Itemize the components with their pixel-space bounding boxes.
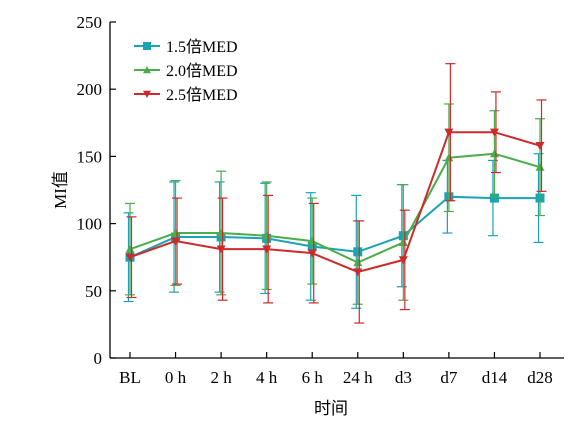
data-point bbox=[489, 128, 499, 137]
x-axis-title: 时间 bbox=[314, 399, 348, 418]
data-point bbox=[444, 153, 454, 162]
x-axis-ticks: BL 0 h 2 h 4 h 6 h 24 h d3 d7 d14 d28 bbox=[119, 352, 553, 387]
data-point bbox=[216, 245, 226, 254]
data-point bbox=[444, 128, 454, 137]
data-point bbox=[171, 237, 181, 246]
series-line bbox=[129, 195, 540, 259]
x-tick-label: 4 h bbox=[256, 368, 278, 387]
series-1 bbox=[123, 153, 545, 309]
series-group bbox=[123, 63, 547, 324]
data-point bbox=[489, 193, 499, 203]
data-point bbox=[216, 228, 226, 237]
x-tick-label: BL bbox=[119, 368, 141, 387]
x-tick-label: 2 h bbox=[210, 368, 232, 387]
y-tick-label: 0 bbox=[94, 349, 103, 368]
data-point bbox=[535, 162, 545, 171]
data-point bbox=[535, 142, 545, 151]
x-tick-label: 0 h bbox=[165, 368, 187, 387]
data-point bbox=[398, 237, 408, 247]
data-point bbox=[125, 244, 135, 253]
legend-label: 2.5倍MED bbox=[166, 86, 238, 104]
x-tick-label: d14 bbox=[482, 368, 508, 387]
legend-marker bbox=[143, 42, 151, 50]
data-point bbox=[125, 253, 135, 262]
data-point bbox=[489, 149, 499, 158]
series-3 bbox=[125, 63, 547, 324]
y-tick-label: 50 bbox=[85, 282, 102, 301]
legend-label: 1.5倍MED bbox=[166, 38, 238, 56]
data-point bbox=[353, 258, 363, 267]
x-tick-label: d28 bbox=[527, 368, 553, 387]
y-tick-label: 200 bbox=[77, 80, 103, 99]
data-point bbox=[307, 236, 317, 245]
data-point bbox=[262, 231, 272, 240]
legend-marker bbox=[143, 90, 151, 98]
y-axis-ticks: 0 50 100 150 200 250 bbox=[77, 13, 116, 368]
data-point bbox=[398, 256, 408, 265]
legend-marker bbox=[143, 66, 151, 74]
x-tick-label: 24 h bbox=[343, 368, 373, 387]
y-tick-label: 250 bbox=[77, 13, 103, 32]
y-tick-label: 100 bbox=[77, 215, 103, 234]
series-line bbox=[129, 152, 541, 264]
y-tick-label: 150 bbox=[77, 147, 103, 166]
series-2 bbox=[125, 103, 545, 305]
data-point bbox=[171, 228, 181, 237]
legend-label: 2.0倍MED bbox=[166, 62, 238, 80]
data-point bbox=[262, 245, 272, 254]
y-axis-title: MI值 bbox=[51, 171, 70, 209]
series-line bbox=[129, 131, 541, 274]
x-tick-label: d3 bbox=[395, 368, 412, 387]
data-point bbox=[307, 249, 317, 258]
axes bbox=[109, 22, 564, 359]
data-point bbox=[353, 268, 363, 277]
x-tick-label: d7 bbox=[440, 368, 458, 387]
x-tick-label: 6 h bbox=[302, 368, 324, 387]
legend: 1.5倍MED 2.0倍MED 2.5倍MED bbox=[134, 38, 238, 104]
